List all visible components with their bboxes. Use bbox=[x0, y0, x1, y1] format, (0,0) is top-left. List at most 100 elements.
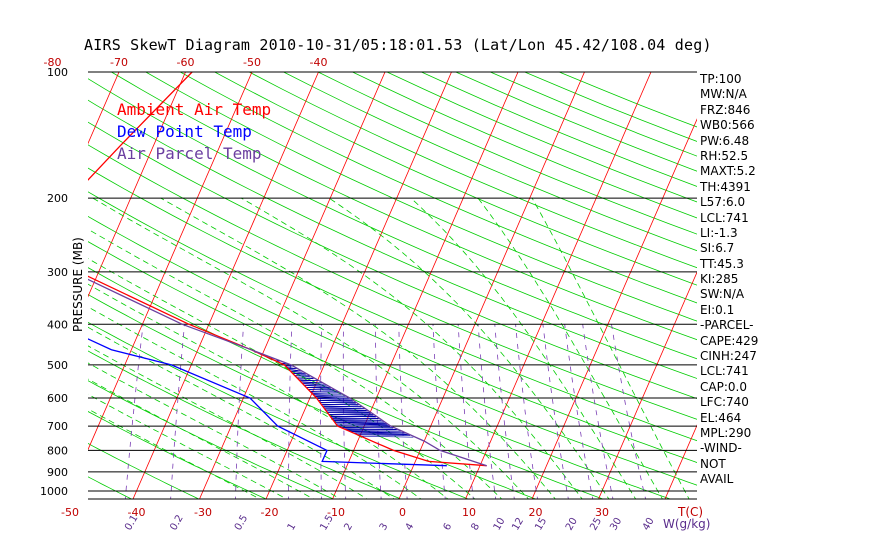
axes bbox=[88, 71, 697, 500]
mixing-ratio-tick-label: 20 bbox=[564, 516, 580, 533]
bottom-temperature-tick-label: -20 bbox=[261, 506, 279, 519]
cape-hatch-diagonal bbox=[324, 408, 367, 411]
mixing-ratio-line bbox=[515, 324, 538, 499]
cape-hatch-diagonal bbox=[315, 396, 348, 399]
stability-index-line: KI:285 bbox=[700, 272, 739, 287]
cape-hatch-diagonal bbox=[360, 435, 414, 438]
cape-hatch-diagonal bbox=[334, 422, 386, 424]
moist-adiabat-line bbox=[477, 197, 663, 499]
cape-hatch-diagonal bbox=[302, 383, 325, 386]
stability-index-line: -PARCEL- bbox=[700, 318, 754, 333]
mixing-ratio-line bbox=[124, 324, 144, 499]
mixing-ratio-line bbox=[398, 324, 408, 499]
dry-adiabat-line bbox=[88, 99, 697, 379]
stability-index-line: LCL:741 bbox=[700, 364, 749, 379]
isotherm-line bbox=[598, 271, 697, 499]
stability-index-line: CAP:0.0 bbox=[700, 379, 747, 394]
cape-hatch-diagonal bbox=[308, 389, 335, 391]
mixing-ratio-tick-label: 4 bbox=[404, 521, 417, 532]
isotherm-line bbox=[664, 424, 697, 499]
moist-adiabat-line bbox=[88, 393, 288, 499]
moist-adiabat-line bbox=[88, 408, 261, 499]
top-temperature-tick-label: -80 bbox=[44, 56, 62, 69]
mixing-ratio-tick-label: 0.2 bbox=[168, 513, 185, 532]
bottom-temperature-tick-label: 10 bbox=[462, 506, 476, 519]
stability-index-line: MPL:290 bbox=[700, 425, 752, 440]
mixing-ratio-line bbox=[457, 324, 474, 499]
stability-index-line: L57:6.0 bbox=[700, 195, 746, 210]
cape-hatch-diagonal bbox=[288, 368, 299, 371]
bottom-temperature-tick-label: 20 bbox=[529, 506, 543, 519]
pressure-tick-label: 900 bbox=[47, 466, 68, 479]
cape-hatch-diagonal bbox=[304, 385, 328, 388]
dry-adiabat-line bbox=[110, 72, 697, 341]
mixing-ratio-line bbox=[432, 324, 446, 499]
cape-hatch-diagonal bbox=[332, 418, 381, 421]
bottom-temperature-tick-label: -30 bbox=[194, 506, 212, 519]
cape-hatch-diagonal bbox=[336, 423, 388, 426]
mixing-ratio-lines bbox=[124, 324, 647, 499]
mixing-ratio-tick-label: 8 bbox=[469, 521, 482, 532]
isotherm-line bbox=[465, 72, 652, 499]
pressure-tick-label: 800 bbox=[47, 444, 68, 457]
cape-hatch-diagonal bbox=[339, 426, 394, 429]
stability-index-line: LI:-1.3 bbox=[700, 225, 738, 240]
moist-adiabat-line bbox=[328, 197, 610, 499]
mixing-ratio-tick-label: 6 bbox=[442, 521, 455, 532]
bottom-temperature-tick-label: -10 bbox=[327, 506, 345, 519]
mixing-ratio-line bbox=[320, 324, 322, 499]
mixing-ratio-line bbox=[235, 324, 244, 499]
pressure-tick-label: 300 bbox=[47, 266, 68, 279]
mixing-ratio-tick-label: 10 bbox=[492, 516, 508, 533]
stability-index-line: CINH:247 bbox=[700, 349, 757, 364]
dry-adiabat-line bbox=[145, 72, 697, 322]
mixing-ratio-tick-label: 30 bbox=[608, 516, 624, 533]
cape-hatch-diagonal bbox=[343, 428, 397, 430]
mixing-ratio-line bbox=[288, 324, 293, 499]
stability-index-line: MW:N/A bbox=[700, 87, 747, 102]
cape-hatch-diagonal bbox=[350, 431, 404, 434]
cape-hatch-diagonal bbox=[331, 417, 379, 419]
cape-hatch-diagonal bbox=[311, 392, 342, 395]
profile-line bbox=[88, 278, 487, 467]
isotherm-line bbox=[88, 72, 186, 298]
dry-adiabat-line bbox=[282, 72, 697, 252]
stability-index-line: LCL:741 bbox=[700, 210, 749, 225]
moist-adiabat-line bbox=[88, 345, 368, 499]
cape-hatch-diagonal bbox=[357, 434, 411, 437]
dry-adiabat-line bbox=[248, 72, 697, 269]
mixing-ratio-line bbox=[494, 324, 515, 499]
isotherm-line bbox=[531, 118, 697, 499]
moist-adiabat-line bbox=[88, 326, 395, 499]
cape-hatch-diagonal bbox=[323, 407, 364, 409]
cape-hatch-diagonal bbox=[290, 371, 303, 374]
isotherm-line bbox=[199, 72, 386, 499]
mixing-ratio-tick-label: 2 bbox=[342, 521, 355, 532]
mixing-ratio-line bbox=[582, 324, 614, 499]
isotherm-line bbox=[332, 72, 519, 499]
dry-adiabat-line bbox=[88, 476, 133, 499]
mixing-ratio-tick-label: 1 bbox=[286, 521, 299, 532]
moist-adiabat-line bbox=[410, 197, 637, 499]
stability-index-line: FRZ:846 bbox=[700, 102, 751, 117]
stability-index-line: WB0:566 bbox=[700, 118, 755, 133]
stability-indices-panel: TP:100 MW:N/A FRZ:846 WB0:566 PW:6.48 RH:52.5… bbox=[700, 72, 868, 488]
isotherms bbox=[88, 72, 697, 499]
cape-hatch-diagonal bbox=[286, 366, 295, 369]
isotherm-line bbox=[265, 72, 452, 499]
bottom-temperature-tick-label: 30 bbox=[595, 506, 609, 519]
stability-index-line: RH:52.5 bbox=[700, 148, 749, 163]
sounding-profiles bbox=[88, 72, 487, 467]
top-temperature-tick-label: -60 bbox=[177, 56, 195, 69]
mixing-ratio-line bbox=[342, 324, 347, 499]
legend-ambient-air-temp: Ambient Air Temp bbox=[117, 100, 272, 119]
top-temperature-tick-label: -40 bbox=[310, 56, 328, 69]
stability-index-line: EL:464 bbox=[700, 410, 742, 425]
stability-index-line: EI:0.1 bbox=[700, 302, 735, 317]
cape-hatch-diagonal bbox=[327, 412, 372, 415]
pressure-tick-label: 400 bbox=[47, 318, 68, 331]
top-temperature-tick-label: -70 bbox=[110, 56, 128, 69]
dry-adiabat-line bbox=[0, 53, 1, 502]
pressure-tick-label: 600 bbox=[47, 392, 68, 405]
